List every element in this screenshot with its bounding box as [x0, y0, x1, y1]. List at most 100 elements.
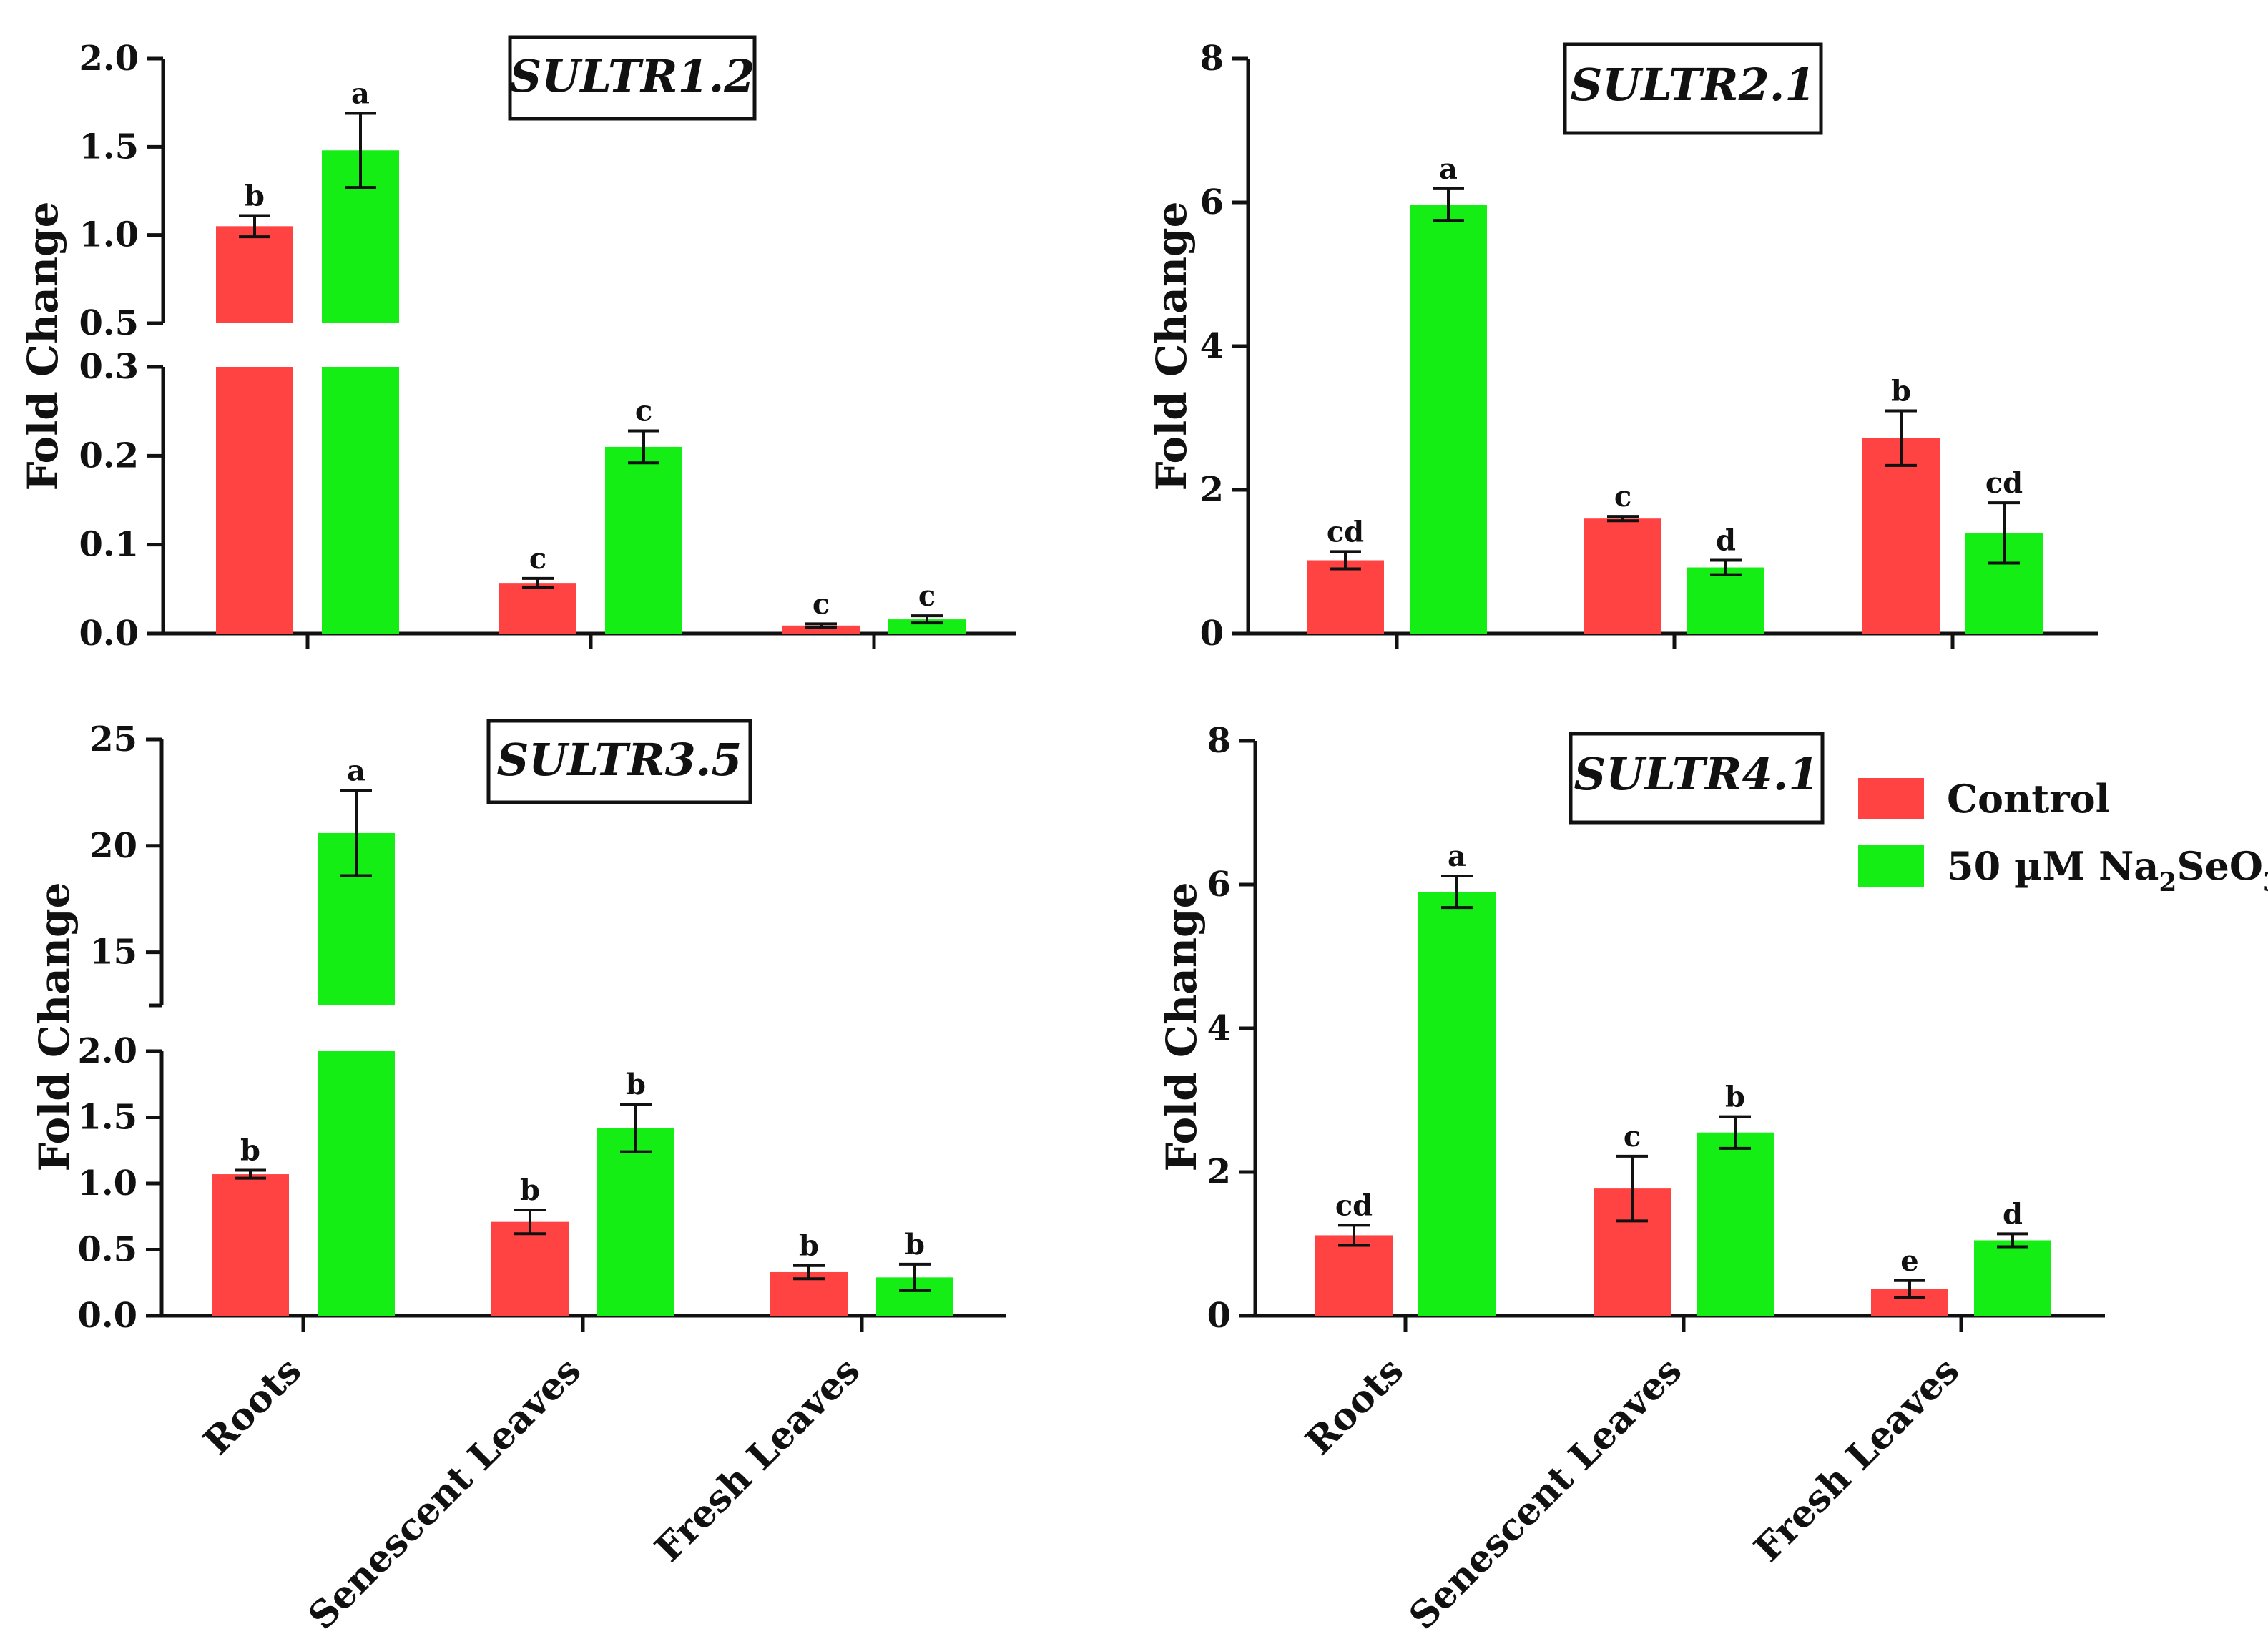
- title-box: [486, 719, 752, 804]
- x-category-label: Roots: [1297, 1349, 1412, 1463]
- y-tick-label: 20: [89, 826, 137, 866]
- x-category-label: Fresh Leaves: [1746, 1349, 1968, 1570]
- y-axis-label: Fold Change: [30, 882, 79, 1171]
- bar-treated: [322, 150, 399, 634]
- y-axis-label: Fold Change: [1147, 201, 1196, 491]
- bar-treated: [1697, 1132, 1774, 1316]
- x-category-label: Roots: [195, 1349, 310, 1463]
- y-tick-label: 0.5: [79, 303, 139, 343]
- y-tick-label: 1.0: [79, 215, 139, 255]
- significance-letter: cd: [1985, 466, 2023, 500]
- y-tick-label: 4: [1200, 326, 1224, 366]
- legend-treated-sub1: 2: [2159, 867, 2176, 897]
- y-tick-label: 15: [89, 932, 137, 973]
- legend-label-control: Control: [1947, 776, 2110, 822]
- legend-treated-mid: SeO: [2176, 843, 2262, 889]
- legend-swatch-treated: [1858, 845, 1924, 887]
- bar-control: [491, 1221, 569, 1316]
- significance-letter: cd: [1335, 1188, 1373, 1222]
- bar-control: [212, 1174, 289, 1316]
- bar-treated: [597, 1128, 674, 1316]
- panel-sultr1-2: SULTR1.2 Fold Change 0.0 0.1 0.2 0.30.5 1.0 1.5…: [19, 35, 1016, 654]
- significance-letter: a: [351, 77, 370, 110]
- significance-letter: a: [347, 754, 365, 787]
- chart-title: SULTR2.1: [1571, 59, 1816, 111]
- significance-letter: c: [635, 395, 652, 428]
- significance-letter: b: [240, 1134, 260, 1168]
- bar-treated: [1974, 1240, 2051, 1316]
- y-tick-label: 8: [1200, 39, 1224, 79]
- bar-control: [1862, 438, 1940, 634]
- y-tick-label: 2.0: [77, 1031, 137, 1071]
- bar-treated: [888, 619, 966, 634]
- significance-letter: cd: [1327, 515, 1364, 548]
- significance-letter: b: [626, 1068, 646, 1101]
- legend-swatch-control: [1858, 778, 1924, 819]
- bar-control: [1307, 560, 1384, 634]
- bar-treated: [1687, 567, 1764, 634]
- significance-letter: a: [1448, 840, 1466, 873]
- significance-letter: b: [1725, 1081, 1745, 1114]
- x-category-label: Senescent Leaves: [1400, 1349, 1690, 1638]
- legend-treated-sub2: 3: [2263, 867, 2268, 897]
- y-tick-label: 8: [1207, 721, 1231, 761]
- title-box: [1569, 732, 1825, 825]
- y-tick-label: 0.0: [79, 614, 139, 654]
- title-box: [508, 35, 757, 121]
- significance-letter: b: [799, 1229, 819, 1263]
- y-tick-label: 25: [89, 719, 137, 759]
- chart-title: SULTR3.5: [497, 734, 742, 786]
- y-tick-label: 6: [1207, 865, 1231, 905]
- y-axis-label: Fold Change: [1157, 882, 1206, 1171]
- bar-treated: [605, 446, 682, 634]
- y-tick-label: 2: [1207, 1152, 1231, 1192]
- y-tick-label: 0: [1207, 1296, 1231, 1336]
- title-box: [1563, 42, 1823, 135]
- bar-treated: [1410, 205, 1487, 634]
- panel-sultr3-5: SULTR3.5 Fold Change 0.0 0.5 1.0 1.5 2.0 15 20 25…: [30, 719, 1006, 1638]
- significance-letter: b: [245, 179, 265, 213]
- y-tick-label: 1.5: [77, 1098, 137, 1138]
- x-category-label: Senescent Leaves: [300, 1349, 589, 1638]
- bar-control: [216, 226, 293, 634]
- bar-treated: [1418, 892, 1496, 1316]
- significance-letter: d: [2003, 1197, 2023, 1231]
- legend-treated-prefix: 50 µM Na: [1947, 843, 2159, 889]
- y-tick-label: 1.0: [77, 1163, 137, 1204]
- y-tick-label: 0: [1200, 614, 1224, 654]
- significance-letter: b: [1891, 374, 1911, 408]
- y-tick-label: 2.0: [79, 39, 139, 79]
- legend-label-treated: 50 µM Na2SeO3: [1947, 843, 2268, 897]
- legend: Control 50 µM Na2SeO3: [1858, 776, 2268, 897]
- significance-letter: c: [813, 587, 830, 621]
- bar-control: [782, 625, 860, 634]
- bar-control: [1315, 1235, 1393, 1316]
- bar-break-gap: [316, 1005, 396, 1051]
- significance-letter: b: [905, 1228, 925, 1261]
- significance-letter: a: [1439, 152, 1458, 186]
- significance-letter: c: [529, 542, 546, 576]
- y-tick-label: 6: [1200, 182, 1224, 222]
- y-tick-label: 0.5: [77, 1230, 137, 1270]
- y-tick-label: 0.0: [77, 1296, 137, 1336]
- significance-letter: c: [1624, 1120, 1641, 1153]
- y-tick-label: 2: [1200, 470, 1224, 510]
- y-axis-label: Fold Change: [19, 201, 67, 491]
- bar-treated: [318, 832, 395, 1316]
- significance-letter: e: [1900, 1244, 1918, 1278]
- bar-control: [1584, 518, 1661, 634]
- bar-control: [499, 583, 576, 634]
- x-category-label: Fresh Leaves: [647, 1349, 868, 1570]
- significance-letter: d: [1716, 523, 1736, 557]
- y-tick-label: 0.2: [79, 435, 139, 476]
- y-tick-label: 4: [1207, 1008, 1231, 1048]
- significance-letter: c: [918, 579, 936, 613]
- significance-letter: b: [520, 1173, 540, 1207]
- chart-title: SULTR1.2: [510, 50, 755, 102]
- significance-letter: c: [1614, 480, 1631, 513]
- y-tick-label: 0.1: [79, 525, 139, 565]
- bar-break-gap: [320, 323, 401, 367]
- chart-title: SULTR4.1: [1574, 748, 1820, 800]
